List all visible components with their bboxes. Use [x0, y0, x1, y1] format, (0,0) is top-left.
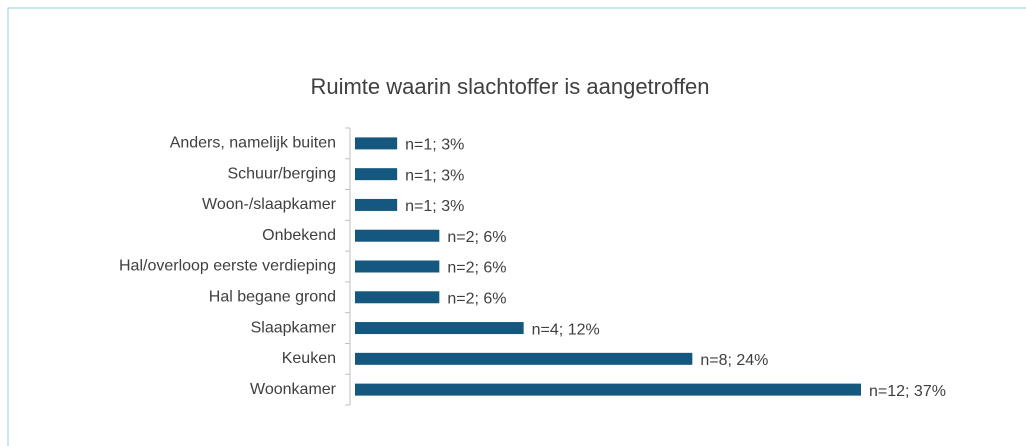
category-label: Hal begane grond — [209, 288, 336, 305]
value-label: n=2; 6% — [447, 229, 506, 246]
bar — [355, 229, 440, 242]
bar — [355, 168, 398, 181]
value-label: n=1; 3% — [405, 198, 464, 215]
category-label: Woon-/slaapkamer — [202, 196, 337, 213]
chart-title: Ruimte waarin slachtoffer is aangetroffe… — [310, 74, 709, 99]
bar — [355, 291, 440, 304]
category-label: Hal/overloop eerste verdieping — [119, 258, 336, 275]
category-label: Schuur/berging — [227, 165, 336, 182]
category-label: Slaapkamer — [251, 319, 337, 336]
bar — [355, 137, 398, 150]
bar — [355, 198, 398, 211]
bar — [355, 322, 524, 335]
value-label: n=8; 24% — [700, 352, 768, 369]
value-label: n=12; 37% — [869, 383, 946, 400]
category-label: Keuken — [282, 350, 336, 367]
value-label: n=1; 3% — [405, 167, 464, 184]
frame — [7, 7, 1026, 446]
bar — [355, 260, 440, 273]
value-label: n=4; 12% — [532, 321, 600, 338]
category-label: Onbekend — [262, 227, 336, 244]
value-label: n=1; 3% — [405, 137, 464, 154]
category-label: Woonkamer — [250, 381, 337, 398]
bar — [355, 383, 861, 396]
value-label: n=2; 6% — [447, 260, 506, 277]
category-label: Anders, namelijk buiten — [170, 135, 336, 152]
bar — [355, 352, 693, 365]
value-label: n=2; 6% — [447, 290, 506, 307]
